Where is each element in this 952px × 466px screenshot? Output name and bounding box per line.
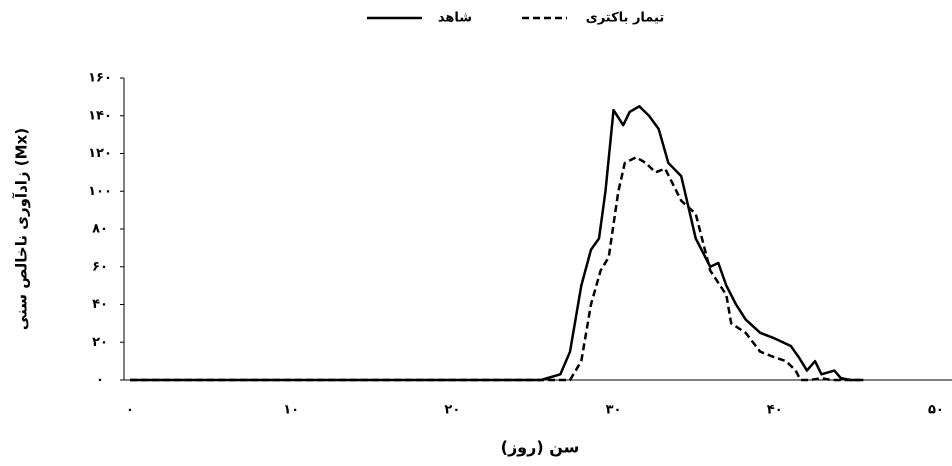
y-tick-label: ۰ bbox=[96, 373, 104, 388]
y-axis-label: زادآوری ناخالص سنی (Mx) bbox=[13, 128, 31, 330]
x-tick-label: ۳۰ bbox=[606, 403, 622, 418]
y-tick-label: ۲۰ bbox=[92, 335, 108, 350]
y-tick-label: ۱۲۰ bbox=[88, 146, 112, 161]
x-tick-label: ۵۰ bbox=[928, 403, 944, 418]
x-tick-label: ۱۰ bbox=[283, 403, 299, 418]
y-tick-label: ۱۶۰ bbox=[88, 71, 112, 86]
legend-label: شاهد bbox=[438, 11, 472, 26]
x-axis-label: سن (روز) bbox=[501, 438, 580, 457]
y-tick-label: ۴۰ bbox=[92, 297, 108, 312]
legend-label: تیمار باکتری bbox=[586, 11, 664, 26]
x-tick-label: ۴۰ bbox=[767, 403, 783, 418]
y-tick-label: ۱۰۰ bbox=[88, 184, 112, 199]
legend: تیمار باکتری شاهد bbox=[367, 11, 664, 26]
series-line bbox=[130, 156, 861, 382]
y-tick-label: ۸۰ bbox=[92, 222, 108, 237]
x-tick-label: ۲۰ bbox=[444, 403, 460, 418]
x-tick-label: ۰ bbox=[126, 403, 134, 418]
y-tick-label: ۱۴۰ bbox=[88, 108, 112, 123]
y-tick-label: ۶۰ bbox=[92, 259, 108, 274]
series-line bbox=[130, 105, 864, 382]
